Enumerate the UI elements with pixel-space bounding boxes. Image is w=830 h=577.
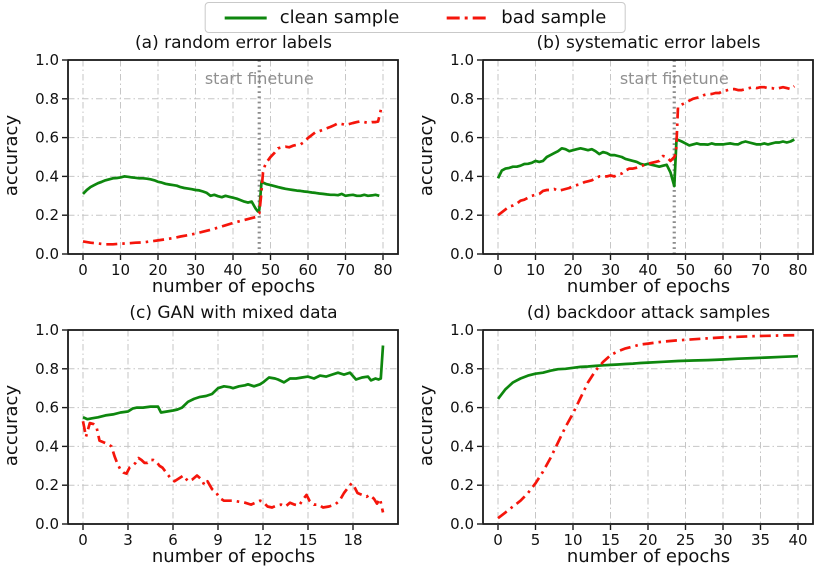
svg-text:0.6: 0.6 — [35, 399, 59, 417]
svg-text:1.0: 1.0 — [35, 324, 59, 339]
svg-text:20: 20 — [148, 261, 167, 279]
subplot-c-canvas: 0 3 6 9 12 15 18 0.0 0.2 0.4 0.6 0.8 1.0 — [35, 324, 399, 549]
subplot-a: (a) random error labels accuracy start f… — [0, 32, 415, 297]
svg-text:1.0: 1.0 — [450, 324, 474, 339]
svg-text:0.0: 0.0 — [35, 245, 59, 263]
svg-text:0.4: 0.4 — [35, 437, 59, 455]
svg-text:5: 5 — [531, 531, 541, 549]
svg-text:0.2: 0.2 — [35, 206, 59, 224]
svg-text:60: 60 — [713, 261, 732, 279]
svg-text:80: 80 — [373, 261, 392, 279]
svg-text:30: 30 — [186, 261, 205, 279]
svg-text:0: 0 — [78, 261, 88, 279]
subplot-d-title: (d) backdoor attack samples — [526, 303, 771, 323]
svg-text:0.6: 0.6 — [450, 399, 474, 417]
legend-label-bad: bad sample — [501, 7, 607, 28]
subplot-a-title: (a) random error labels — [135, 33, 332, 53]
subplot-d-canvas: 0 5 10 15 20 25 30 35 40 0.0 0.2 0.4 0.6 0.8 1.0 — [450, 324, 814, 549]
svg-text:30: 30 — [713, 531, 732, 549]
svg-text:0.2: 0.2 — [450, 206, 474, 224]
clean-sample-line-swatch — [224, 16, 267, 19]
subplot-b: (b) systematic error labels accuracy sta… — [415, 32, 830, 297]
svg-text:0.2: 0.2 — [450, 476, 474, 494]
svg-text:40: 40 — [223, 261, 242, 279]
svg-text:0.2: 0.2 — [35, 476, 59, 494]
svg-text:70: 70 — [751, 261, 770, 279]
subplot-b-x-axis-label: number of epochs — [566, 276, 731, 297]
svg-text:30: 30 — [601, 261, 620, 279]
legend-item-bad: bad sample — [445, 7, 606, 28]
subplot-c: (c) GAN with mixed data accuracy 0 3 6 9 12 1… — [0, 302, 415, 567]
subplot-a-canvas: start finetune 0 10 20 30 40 50 60 70 80 0.0 0.2 0.4… — [35, 54, 399, 279]
svg-text:0.6: 0.6 — [35, 129, 59, 147]
svg-text:20: 20 — [638, 531, 657, 549]
legend-label-clean: clean sample — [279, 7, 400, 28]
svg-text:15: 15 — [298, 531, 317, 549]
svg-text:0.4: 0.4 — [35, 167, 59, 185]
subplot-b-y-axis-label: accuracy — [416, 114, 438, 196]
svg-text:0.4: 0.4 — [450, 167, 474, 185]
subplot-b-canvas: start finetune 0 10 20 30 40 50 60 70 80 0.0 0.2 0.4… — [450, 54, 814, 279]
svg-text:50: 50 — [676, 261, 695, 279]
svg-text:15: 15 — [601, 531, 620, 549]
subplot-a-y-axis-label: accuracy — [1, 114, 23, 196]
svg-text:3: 3 — [123, 531, 133, 549]
legend-item-clean: clean sample — [224, 7, 400, 28]
svg-text:25: 25 — [676, 531, 695, 549]
svg-text:12: 12 — [253, 531, 272, 549]
svg-text:10: 10 — [526, 261, 545, 279]
bad-sample-line-swatch — [446, 16, 489, 19]
svg-text:0.8: 0.8 — [35, 90, 59, 108]
svg-text:9: 9 — [213, 531, 223, 549]
svg-text:35: 35 — [751, 531, 770, 549]
svg-text:10: 10 — [563, 531, 582, 549]
svg-text:0.4: 0.4 — [450, 437, 474, 455]
svg-text:80: 80 — [788, 261, 807, 279]
subplot-b-title: (b) systematic error labels — [536, 33, 761, 53]
svg-text:70: 70 — [336, 261, 355, 279]
svg-text:0.6: 0.6 — [450, 129, 474, 147]
svg-text:start finetune: start finetune — [205, 69, 314, 88]
legend: clean sample bad sample — [204, 2, 626, 33]
subplot-d-x-axis-label: number of epochs — [566, 546, 731, 567]
subplot-c-title: (c) GAN with mixed data — [129, 303, 338, 323]
svg-text:6: 6 — [168, 531, 178, 549]
svg-text:0.0: 0.0 — [35, 515, 59, 533]
svg-text:60: 60 — [298, 261, 317, 279]
svg-text:0: 0 — [493, 261, 503, 279]
svg-text:50: 50 — [261, 261, 280, 279]
svg-text:20: 20 — [563, 261, 582, 279]
subplot-c-y-axis-label: accuracy — [1, 384, 23, 466]
svg-text:18: 18 — [343, 531, 362, 549]
subplot-d-y-axis-label: accuracy — [416, 384, 438, 466]
svg-text:10: 10 — [111, 261, 130, 279]
svg-text:0.0: 0.0 — [450, 515, 474, 533]
svg-text:0.8: 0.8 — [450, 90, 474, 108]
svg-text:1.0: 1.0 — [450, 54, 474, 69]
svg-text:start finetune: start finetune — [620, 69, 729, 88]
subplot-a-x-axis-label: number of epochs — [151, 276, 316, 297]
svg-text:0: 0 — [78, 531, 88, 549]
subplot-c-x-axis-label: number of epochs — [151, 546, 316, 567]
svg-text:1.0: 1.0 — [35, 54, 59, 69]
svg-text:40: 40 — [638, 261, 657, 279]
svg-text:0: 0 — [493, 531, 503, 549]
svg-text:40: 40 — [788, 531, 807, 549]
subplot-d: (d) backdoor attack samples accuracy 0 5 1… — [415, 302, 830, 567]
svg-text:0.8: 0.8 — [35, 360, 59, 378]
svg-text:0.8: 0.8 — [450, 360, 474, 378]
svg-text:0.0: 0.0 — [450, 245, 474, 263]
